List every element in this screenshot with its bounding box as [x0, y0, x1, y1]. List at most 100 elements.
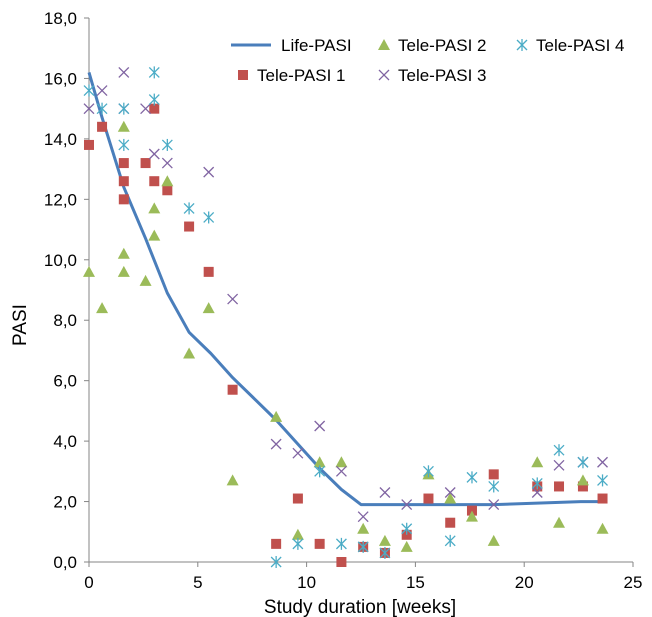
tele-pasi-2-point — [400, 540, 413, 552]
tele-pasi-3-point — [357, 511, 369, 523]
y-tick-label: 0,0 — [53, 553, 77, 572]
tele-pasi-2-point — [291, 528, 304, 540]
tele-pasi-1-point — [488, 469, 499, 480]
tele-pasi-4-point — [270, 556, 282, 568]
tele-pasi-1-point — [203, 266, 214, 277]
tele-pasi-2-point — [465, 510, 478, 522]
tele-pasi-2-point — [202, 302, 215, 314]
tele-pasi-3-point — [444, 487, 456, 498]
tele-pasi-4-point — [466, 471, 478, 484]
tele-pasi-4-point — [203, 211, 215, 224]
legend-item-tele-pasi-3: Tele-PASI 3 — [378, 66, 487, 85]
tele-pasi-1-point — [149, 103, 160, 114]
marker-stroke — [203, 166, 215, 178]
tele-pasi-2-point — [270, 410, 283, 422]
y-tick-label: 14,0 — [44, 130, 77, 149]
marker-stroke — [553, 459, 565, 471]
x-tick-label: 5 — [193, 573, 202, 592]
tele-pasi-3-point — [270, 438, 282, 450]
marker-stroke — [270, 438, 282, 450]
legend-item-tele-pasi-1: Tele-PASI 1 — [238, 66, 346, 85]
tele-pasi-4-point — [597, 474, 608, 487]
life-pasi-line — [87, 71, 603, 507]
tele-pasi-1-point — [554, 481, 565, 492]
y-tick-label: 18,0 — [44, 9, 77, 28]
x-tick-label: 10 — [297, 573, 316, 592]
tele-pasi-2-point — [335, 456, 348, 468]
tele-pasi-2-point — [161, 175, 174, 187]
tele-pasi-2-point — [117, 120, 130, 132]
tele-pasi-3-point — [379, 487, 391, 498]
y-tick-label: 12,0 — [44, 190, 77, 209]
tele-pasi-1-point — [118, 176, 129, 187]
tele-pasi-3-point — [292, 447, 304, 459]
tele-pasi-1-point — [140, 158, 151, 169]
tele-pasi-2-point — [553, 516, 566, 528]
tele-pasi-4-point — [148, 93, 160, 106]
tele-pasi-3-point — [531, 487, 543, 498]
tele-pasi-4-point — [553, 444, 565, 457]
plot-area — [83, 66, 609, 568]
tele-pasi-1-point — [84, 139, 94, 150]
x-tick-label: 20 — [515, 573, 534, 592]
x-tick-label: 15 — [406, 573, 425, 592]
tele-pasi-2-point — [444, 492, 457, 504]
marker-stroke — [292, 447, 304, 459]
legend-swatch — [238, 70, 248, 80]
legend-label: Life-PASI — [281, 36, 352, 55]
tele-pasi-1-point — [227, 384, 238, 395]
tele-pasi-3-point — [118, 66, 130, 78]
tele-pasi-4-point — [183, 202, 195, 215]
tele-pasi-4-point — [335, 537, 347, 550]
x-tick-labels: 0 5 10 15 20 25 — [84, 562, 642, 592]
tele-pasi-1-point — [336, 557, 347, 567]
tele-pasi-2-point — [487, 534, 500, 546]
tele-pasi-1-point — [292, 493, 303, 504]
tele-pasi-3-point — [488, 499, 500, 511]
tele-pasi-2-point — [148, 202, 161, 214]
tele-pasi-3-point — [314, 420, 326, 432]
tele-pasi-1-point — [149, 176, 160, 187]
marker-stroke — [357, 511, 369, 523]
legend-item-life-pasi: Life-PASI — [231, 36, 352, 55]
y-tick-label: 6,0 — [53, 372, 77, 391]
tele-pasi-3-point — [161, 157, 173, 169]
tele-pasi-4-point — [357, 540, 369, 553]
tele-pasi-3-point — [148, 148, 160, 160]
tele-pasi-3-point — [140, 103, 152, 115]
tele-pasi-1-point — [118, 194, 129, 205]
marker-stroke — [227, 293, 239, 305]
x-tick-label: 25 — [624, 573, 643, 592]
marker-stroke — [379, 487, 391, 498]
tele-pasi-1-point — [423, 493, 434, 504]
y-tick-label: 10,0 — [44, 251, 77, 270]
y-tick-label: 2,0 — [53, 493, 77, 512]
marker-stroke — [488, 499, 500, 511]
tele-pasi-2-point — [357, 522, 370, 534]
y-axis-title: PASI — [10, 304, 31, 346]
legend-swatch — [516, 39, 528, 51]
tele-pasi-4-point — [314, 465, 326, 478]
axes — [88, 18, 633, 563]
y-tick-labels: 0,0 2,0 4,0 6,0 8,0 10,0 12,0 14,0 16,0 18,0 — [44, 9, 89, 572]
marker-stroke — [335, 465, 347, 477]
marker-stroke — [531, 487, 543, 498]
tele-pasi-3-point — [553, 459, 565, 471]
tele-pasi-4-point — [488, 480, 500, 493]
x-axis-title: Study duration [weeks] — [264, 597, 456, 617]
tele-pasi-1-point — [466, 505, 477, 516]
tele-pasi-1-point — [97, 121, 108, 132]
x-tick-label: 0 — [84, 573, 93, 592]
marker-stroke — [83, 103, 95, 115]
legend-item-tele-pasi-4: Tele-PASI 4 — [516, 36, 625, 55]
legend-label: Tele-PASI 2 — [398, 36, 487, 55]
tele-pasi-3-point — [335, 465, 347, 477]
tele-pasi-3-point — [597, 456, 608, 468]
marker-stroke — [444, 487, 456, 498]
marker-stroke — [148, 148, 160, 160]
tele-pasi-4-point — [577, 456, 589, 469]
tele-pasi-1-point — [184, 221, 195, 232]
tele-pasi-4-point — [531, 477, 543, 490]
